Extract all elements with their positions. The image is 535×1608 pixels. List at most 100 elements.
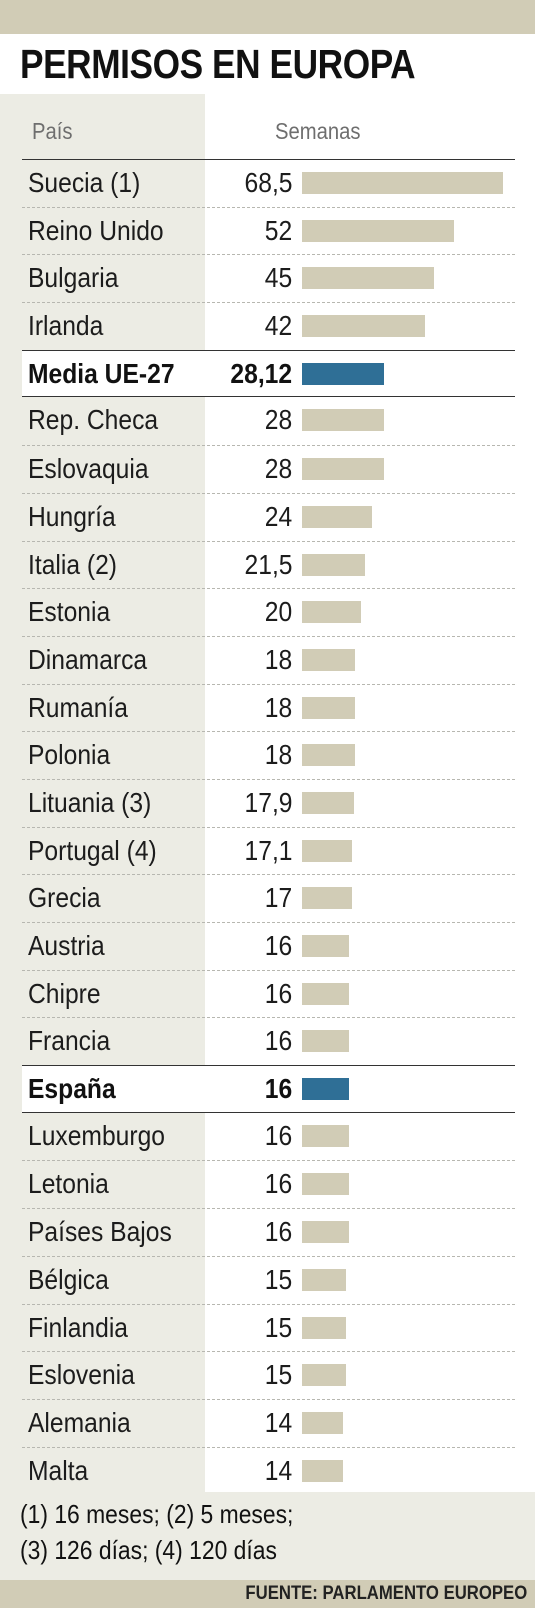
value-label: 16 <box>264 930 292 961</box>
value-label: 28 <box>264 404 292 436</box>
country-label: Austria <box>28 930 105 961</box>
bar-row: Austria 16 <box>22 922 515 970</box>
country-label: Grecia <box>28 882 101 914</box>
bar-row: Letonia 16 <box>22 1160 515 1208</box>
value-label: 15 <box>264 1311 292 1343</box>
bar <box>302 1173 349 1196</box>
title-area <box>0 34 535 94</box>
bar <box>302 1268 346 1291</box>
value-label: 16 <box>264 1168 292 1200</box>
bar-row: Dinamarca 18 <box>22 635 515 684</box>
footnote-line-2: (3) 126 días; (4) 120 días <box>20 1535 277 1565</box>
country-label: España <box>28 1073 116 1105</box>
bar <box>302 172 503 194</box>
value-label: 15 <box>264 1263 292 1295</box>
bar <box>302 887 352 910</box>
highlight-bar <box>302 1078 349 1101</box>
bar <box>302 648 355 671</box>
value-label: 42 <box>264 310 292 342</box>
value-label: 16 <box>264 1025 292 1057</box>
value-label: 14 <box>264 1454 292 1486</box>
value-label: 14 <box>264 1406 292 1438</box>
value-label: 16 <box>264 977 292 1009</box>
bar <box>302 935 349 957</box>
bar <box>302 601 361 624</box>
bar-row: España 16 <box>22 1065 515 1113</box>
country-label: Eslovaquia <box>28 453 149 485</box>
bar-row: Países Bajos 16 <box>22 1208 515 1256</box>
bar-row: Estonia 20 <box>22 588 515 636</box>
bar-row: Eslovaquia 28 <box>22 445 515 493</box>
bar <box>302 839 353 862</box>
bar-row: Polonia 18 <box>22 731 515 779</box>
country-label: Dinamarca <box>28 643 148 675</box>
source-band <box>0 1580 535 1608</box>
bar-row: Bulgaria 45 <box>22 254 515 302</box>
value-label: 15 <box>264 1359 292 1391</box>
column-header-weeks: Semanas <box>275 118 361 144</box>
country-label: Bulgaria <box>28 262 119 294</box>
country-label: Irlanda <box>28 310 104 342</box>
country-label: Suecia (1) <box>28 167 141 198</box>
bar-row: Eslovenia 15 <box>22 1351 515 1399</box>
country-label: Hungría <box>28 500 116 532</box>
bar <box>302 696 355 719</box>
country-label: Países Bajos <box>28 1216 172 1248</box>
value-label: 24 <box>264 500 292 532</box>
country-label: Estonia <box>28 596 111 628</box>
value-label: 16 <box>264 1073 292 1105</box>
bar-row: Portugal (4) 17,1 <box>22 826 515 875</box>
country-label: Malta <box>28 1454 89 1486</box>
bar <box>302 1411 343 1434</box>
country-label: Alemania <box>28 1406 131 1438</box>
bar <box>302 1030 349 1053</box>
bar-row: Irlanda 42 <box>22 302 515 350</box>
highlight-bar <box>302 362 385 385</box>
value-label: 16 <box>264 1216 292 1248</box>
bar-row: Finlandia 15 <box>22 1303 515 1352</box>
bar-row: Francia 16 <box>22 1017 515 1065</box>
bar <box>302 458 384 481</box>
country-label: Lituania (3) <box>28 786 152 818</box>
bar-row: Malta 14 <box>22 1446 515 1495</box>
footnote-line-1: (1) 16 meses; (2) 5 meses; <box>20 1499 294 1529</box>
bar-row: Italia (2) 21,5 <box>22 540 515 589</box>
value-label: 28,12 <box>230 357 292 389</box>
bar <box>302 505 373 528</box>
bar <box>302 1459 343 1482</box>
bar-row: Grecia 17 <box>22 874 515 922</box>
bar <box>302 553 365 576</box>
bar-row: Bélgica 15 <box>22 1255 515 1304</box>
country-label: Reino Unido <box>28 214 164 246</box>
bar-row: Suecia (1) 68,5 <box>22 159 515 207</box>
bar-rows: Suecia (1) 68,5 Reino Unido 52 Bulgaria 45 Irl… <box>22 159 515 1494</box>
bar <box>302 1221 349 1244</box>
value-label: 18 <box>264 643 292 675</box>
country-label: Letonia <box>28 1168 109 1200</box>
country-label: Eslovenia <box>28 1359 135 1391</box>
value-label: 17 <box>264 882 292 914</box>
country-label: Rumanía <box>28 691 128 723</box>
value-label: 68,5 <box>244 167 292 198</box>
bar <box>302 1124 349 1147</box>
country-label: Rep. Checa <box>28 404 159 436</box>
bar <box>302 267 434 290</box>
country-label: Portugal (4) <box>28 834 157 866</box>
bar <box>302 219 455 242</box>
column-header-country: País <box>32 118 73 144</box>
value-label: 28 <box>264 453 292 485</box>
value-label: 45 <box>264 262 292 294</box>
bar <box>302 744 355 767</box>
top-band <box>0 0 535 34</box>
bar-row: Reino Unido 52 <box>22 206 515 255</box>
value-label: 52 <box>264 214 292 246</box>
value-label: 20 <box>264 596 292 628</box>
country-label: Francia <box>28 1025 111 1057</box>
value-label: 17,9 <box>244 786 292 818</box>
bar-row: Chipre 16 <box>22 969 515 1018</box>
source-credit: FUENTE: PARLAMENTO EUROPEO <box>245 1583 527 1604</box>
bar-row: Hungría 24 <box>22 492 515 541</box>
bar <box>302 791 355 814</box>
chart-title: PERMISOS EN EUROPA <box>20 41 416 87</box>
country-label: Bélgica <box>28 1263 109 1295</box>
